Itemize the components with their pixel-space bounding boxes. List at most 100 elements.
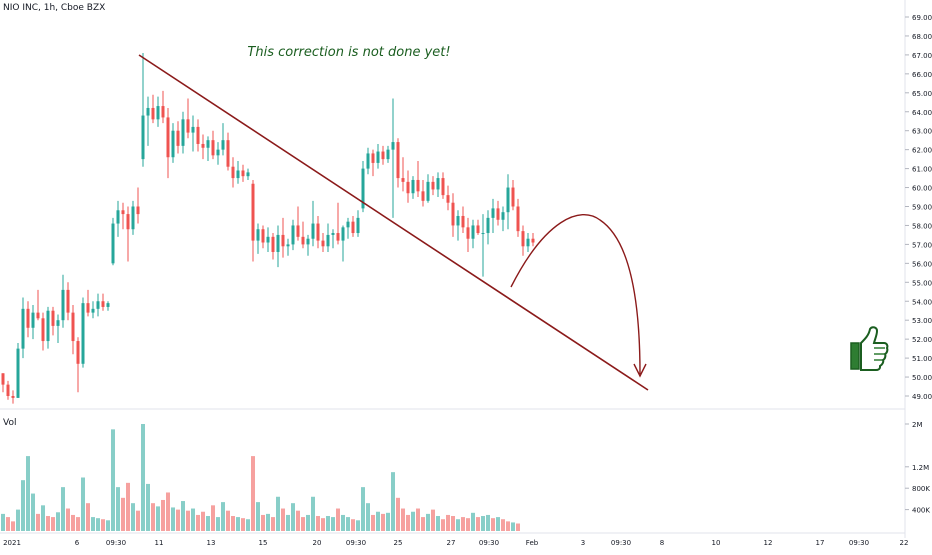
price-tick-label: 54.00 — [912, 298, 932, 306]
candle-body — [161, 106, 165, 118]
candle-body — [411, 179, 415, 194]
candle-body — [41, 318, 45, 342]
candle-body — [201, 143, 205, 148]
candle-body — [6, 384, 10, 396]
volume-bar — [101, 519, 105, 531]
volume-bar — [241, 518, 245, 531]
candle-body — [476, 225, 480, 234]
volume-bar — [391, 472, 395, 531]
volume-bar — [221, 502, 225, 531]
candle-body — [461, 215, 465, 228]
candle-body — [266, 236, 270, 243]
volume-bar — [456, 519, 460, 531]
volume-bar — [66, 508, 70, 531]
volume-bar — [486, 514, 490, 531]
trendline[interactable] — [138, 54, 649, 391]
price-tick-label: 61.00 — [912, 166, 932, 174]
candle-body — [416, 179, 420, 192]
candle-body — [186, 119, 190, 133]
volume-bar — [501, 519, 505, 531]
volume-bar — [21, 480, 25, 531]
candle-body — [256, 229, 260, 241]
volume-bar — [316, 516, 320, 531]
volume-bar — [206, 516, 210, 531]
volume-bar — [451, 516, 455, 531]
volume-tick-label: 1.2M — [912, 464, 929, 472]
time-tick-label: 09:30 — [849, 539, 869, 547]
volume-bar — [351, 519, 355, 531]
candle-body — [401, 178, 405, 182]
volume-bar — [436, 516, 440, 531]
candle-body — [196, 126, 200, 144]
candle-body — [176, 130, 180, 146]
volume-bar — [81, 477, 85, 531]
volume-bar — [86, 503, 90, 531]
candlestick-series — [1, 53, 535, 404]
candle-body — [326, 234, 330, 247]
candle-body — [116, 210, 120, 224]
time-tick-label: 3 — [581, 539, 585, 547]
candle-body — [311, 223, 315, 239]
volume-bar — [466, 518, 470, 531]
volume-bar — [286, 514, 290, 531]
candle-body — [451, 202, 455, 226]
volume-tick-label: 800K — [912, 485, 930, 493]
volume-axis: 400K 800K 1.2M 2M — [905, 421, 930, 515]
candle-body — [361, 168, 365, 209]
candle-body — [76, 341, 80, 364]
candle-body — [46, 310, 50, 342]
time-tick-label: 25 — [394, 539, 403, 547]
price-tick-label: 67.00 — [912, 52, 932, 60]
candle-body — [331, 233, 335, 235]
volume-bar — [106, 520, 110, 531]
candle-body — [241, 170, 245, 177]
volume-bar — [301, 517, 305, 531]
volume-bar — [426, 513, 430, 531]
volume-bar — [26, 456, 30, 531]
volume-bar — [36, 513, 40, 531]
volume-bar — [111, 429, 115, 531]
candle-body — [291, 225, 295, 245]
candle-body — [61, 289, 65, 321]
volume-pane-label[interactable]: Vol — [3, 418, 17, 428]
annotation-text[interactable]: This correction is not done yet! — [247, 45, 450, 60]
candle-body — [516, 206, 520, 232]
volume-bar — [381, 513, 385, 531]
volume-bar — [76, 517, 80, 531]
volume-bar — [71, 514, 75, 531]
forecast-curve-arrow[interactable] — [510, 214, 641, 375]
price-tick-label: 66.00 — [912, 71, 932, 79]
price-tick-label: 51.00 — [912, 355, 932, 363]
candle-body — [51, 310, 55, 326]
candle-body — [216, 149, 220, 156]
volume-bar — [396, 497, 400, 531]
candle-body — [126, 214, 130, 230]
volume-bar — [161, 499, 165, 531]
candle-body — [406, 181, 410, 194]
candle-body — [141, 115, 145, 160]
candle-body — [251, 183, 255, 241]
volume-bar — [371, 514, 375, 531]
volume-bar — [16, 509, 20, 531]
thumbs-up-icon[interactable] — [850, 326, 889, 371]
symbol-title[interactable]: NIO INC, 1h, Cboe BZX — [3, 3, 106, 13]
volume-bar — [416, 508, 420, 531]
time-tick-label: 09:30 — [611, 539, 631, 547]
candle-body — [386, 149, 390, 160]
price-tick-label: 64.00 — [912, 109, 932, 117]
candle-body — [446, 195, 450, 203]
time-axis: 2021 6 09:30 11 13 15 20 09:30 25 27 09:30 Feb 3 09:3… — [3, 539, 908, 547]
candle-body — [71, 312, 75, 342]
candle-body — [156, 106, 160, 120]
volume-bar — [326, 516, 330, 531]
price-tick-label: 56.00 — [912, 260, 932, 268]
time-tick-label: Feb — [526, 539, 539, 547]
candle-body — [356, 217, 360, 234]
volume-bar — [331, 517, 335, 531]
candle-body — [531, 238, 535, 243]
price-tick-label: 62.00 — [912, 147, 932, 155]
time-tick-label: 11 — [155, 539, 164, 547]
volume-bar — [196, 514, 200, 531]
